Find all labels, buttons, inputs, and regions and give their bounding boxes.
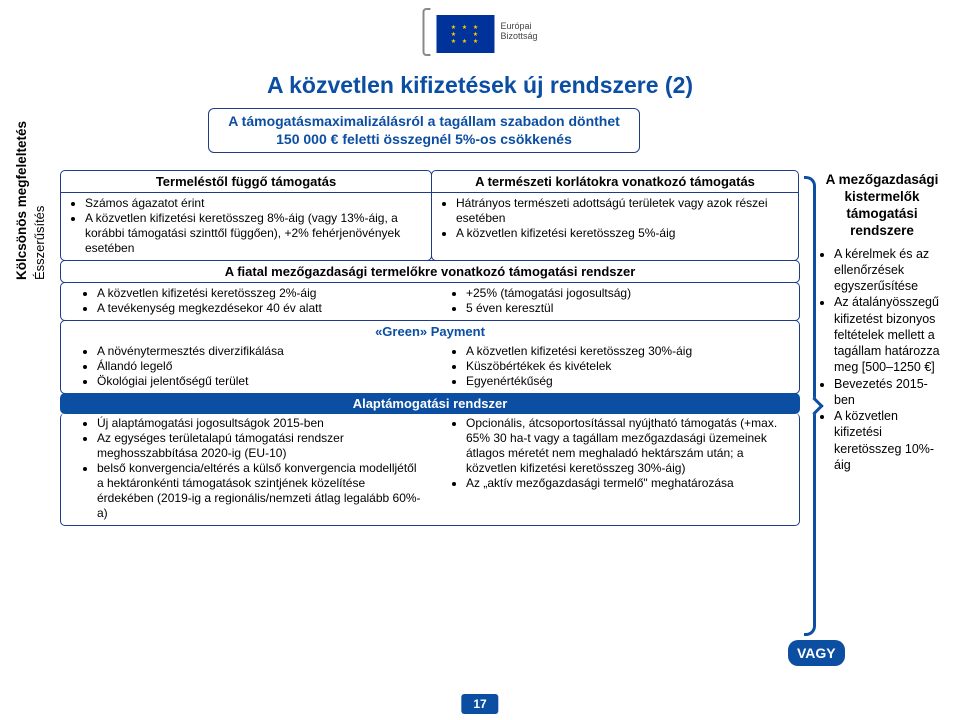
list-item: Bevezetés 2015-ben: [834, 376, 946, 409]
vertical-label-light: Ésszerűsítés: [32, 206, 47, 280]
list-item: Hátrányos természeti adottságú területek…: [456, 196, 792, 226]
list-item: belső konvergencia/eltérés a külső konve…: [97, 461, 424, 521]
content-grid: Termeléstől függő támogatás Számos ágaza…: [60, 170, 800, 526]
page-title: A közvetlen kifizetések új rendszere (2): [0, 72, 960, 99]
young-farmers-header: A fiatal mezőgazdasági termelőkre vonatk…: [60, 260, 800, 283]
list-item: Az átalányösszegű kifizetést bizonyos fe…: [834, 294, 946, 375]
list-item: Új alaptámogatási jogosultságok 2015-ben: [97, 416, 424, 431]
subtitle-box: A támogatásmaximalizálásról a tagállam s…: [208, 108, 640, 153]
list-item: +25% (támogatási jogosultság): [466, 286, 793, 301]
green-payment-header: «Green» Payment: [61, 321, 799, 342]
logo-text-line2: Bizottság: [500, 32, 537, 42]
box-head: Termeléstől függő támogatás: [61, 171, 431, 193]
vertical-label-bold: Kölcsönös megfeleltetés: [14, 121, 29, 280]
list-item: A kérelmek és az ellenőrzések egyszerűsí…: [834, 246, 946, 295]
box-natural-constraints: A természeti korlátokra vonatkozó támoga…: [431, 170, 799, 261]
list-item: A közvetlen kifizetési keretösszeg 8%-ái…: [85, 211, 425, 256]
list-item: 5 éven keresztül: [466, 301, 793, 316]
eu-flag: ★ ★ ★★ ★★ ★ ★: [436, 11, 494, 53]
list-item: Számos ágazatot érint: [85, 196, 425, 211]
list-item: A közvetlen kifizetési keretösszeg 30%-á…: [466, 344, 793, 359]
list-item: A közvetlen kifizetési keretösszeg 5%-ái…: [456, 226, 792, 241]
list-item: Küszöbértékek és kivételek: [466, 359, 793, 374]
logo-text: Európai Bizottság: [500, 22, 537, 42]
list-item: Opcionális, átcsoportosítással nyújtható…: [466, 416, 793, 476]
list-item: Az egységes területalapú támogatási rend…: [97, 431, 424, 461]
list-item: Egyenértékűség: [466, 374, 793, 389]
small-farmers-header: A mezőgazdasági kistermelők támogatási r…: [818, 172, 946, 240]
list-item: A közvetlen kifizetési keretösszeg 10%-á…: [834, 408, 946, 473]
list-item: A növénytermesztés diverzifikálása: [97, 344, 424, 359]
small-farmers-panel: A mezőgazdasági kistermelők támogatási r…: [818, 172, 946, 473]
young-farmers-body: A közvetlen kifizetési keretösszeg 2%-ái…: [60, 282, 800, 321]
list-item: Állandó legelő: [97, 359, 424, 374]
page-number: 17: [461, 694, 498, 714]
curly-brace: [804, 176, 816, 636]
list-item: A közvetlen kifizetési keretösszeg 2%-ái…: [97, 286, 424, 301]
logo-bracket: [422, 8, 430, 56]
green-payment-box: «Green» Payment A növénytermesztés diver…: [60, 320, 800, 394]
list-item: A tevékenység megkezdésekor 40 év alatt: [97, 301, 424, 316]
basic-support-body: Új alaptámogatási jogosultságok 2015-ben…: [60, 413, 800, 526]
vagy-badge: VAGY: [788, 640, 845, 666]
box-production-support: Termeléstől függő támogatás Számos ágaza…: [60, 170, 432, 261]
box-head: A természeti korlátokra vonatkozó támoga…: [432, 171, 798, 193]
list-item: Az „aktív mezőgazdasági termelő" meghatá…: [466, 476, 793, 491]
basic-support-header: Alaptámogatási rendszer: [60, 393, 800, 414]
list-item: Ökológiai jelentőségű terület: [97, 374, 424, 389]
eu-commission-logo: ★ ★ ★★ ★★ ★ ★ Európai Bizottság: [422, 8, 537, 56]
